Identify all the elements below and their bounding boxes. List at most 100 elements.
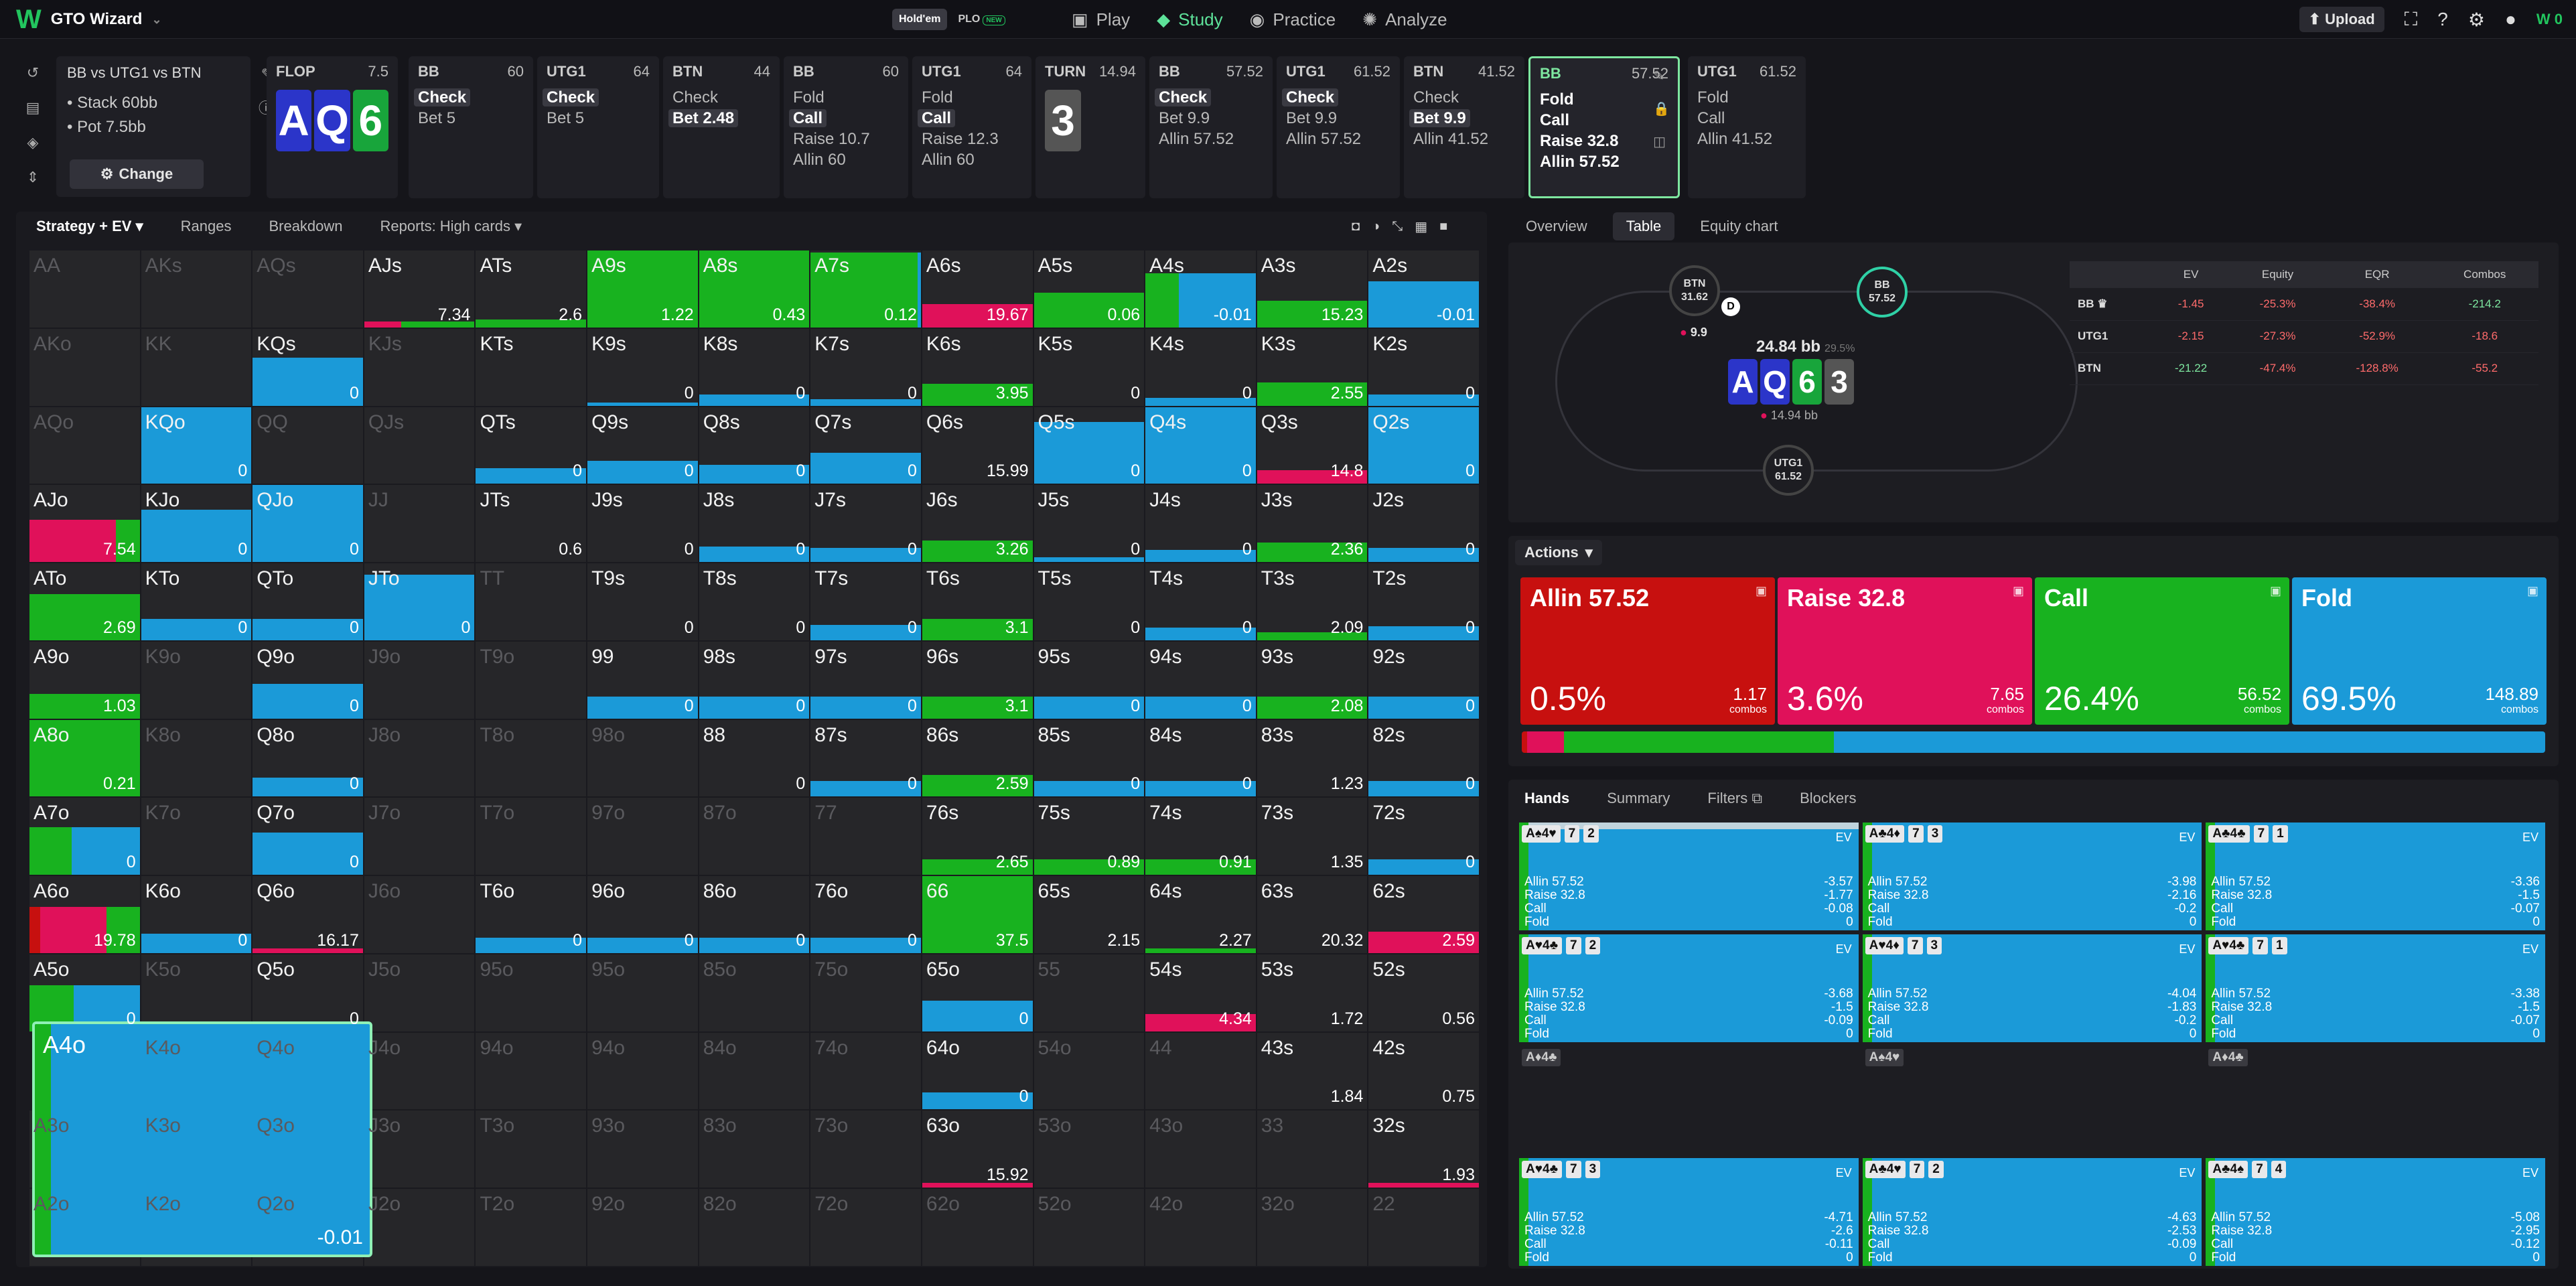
hand-cell[interactable]: 76s 2.65 (922, 798, 1033, 875)
hand-cell[interactable]: J3s 2.36 (1257, 485, 1368, 563)
step-action[interactable]: Call (918, 108, 1022, 129)
hand-cell[interactable]: A5s 0.06 (1033, 251, 1145, 328)
step-action[interactable]: Allin 57.52 (1540, 151, 1668, 172)
user-icon[interactable]: ● (2504, 9, 2516, 29)
hand-cell[interactable]: K9s 0 (587, 328, 698, 406)
hand-cell[interactable]: K4s 0 (1145, 328, 1256, 406)
step-bb-1[interactable]: BB 60 Check Bet 5 (409, 56, 533, 198)
hand-cell[interactable]: T3o (476, 1111, 587, 1188)
tab-equity-chart[interactable]: Equity chart (1700, 218, 1778, 234)
hand-cell[interactable]: A7s 0.12 (810, 251, 921, 328)
hand-cell[interactable]: T8s 0 (699, 563, 810, 640)
step-bb-10[interactable]: BB 57.52 Fold Call Raise 32.8 Allin 57.52 ✎ 🔒 ◫ (1528, 56, 1680, 198)
expand-icon[interactable]: ▣ (1755, 584, 1767, 597)
hand-cell[interactable]: KK (141, 328, 252, 406)
tab-table[interactable]: Table (1612, 212, 1675, 240)
gear-icon[interactable]: ⚙ (2467, 9, 2485, 30)
cube-icon[interactable]: ◘ (1352, 218, 1360, 234)
hand-cell[interactable]: 99 0 (587, 641, 698, 719)
hand-combo[interactable]: A♣4♥ 7 2 EV Allin 57.52 -4.63 Raise 32.8 -2.53 C… (1862, 1158, 2202, 1266)
hand-cell[interactable]: J2s 0 (1368, 485, 1479, 563)
hand-cell[interactable]: 73s 1.35 (1257, 798, 1368, 875)
hand-cell[interactable]: KJo 0 (141, 485, 252, 563)
hand-cell[interactable]: J5s 0 (1033, 485, 1145, 563)
coin-balance[interactable]: W 0 (2536, 11, 2563, 27)
hand-cell[interactable]: 75s 0.89 (1033, 798, 1145, 875)
hand-cell[interactable]: K6s 3.95 (922, 328, 1033, 406)
step-action[interactable]: Allin 41.52 (1413, 129, 1515, 149)
hand-cell[interactable]: 65o 0 (922, 954, 1033, 1031)
expand-icon[interactable]: ▣ (2269, 584, 2281, 597)
tab-summary[interactable]: Summary (1607, 790, 1670, 806)
step-btn-3[interactable]: BTN 44 Check Bet 2.48 (663, 56, 780, 198)
hand-cell[interactable]: J4o (364, 1032, 475, 1110)
hand-cell[interactable]: 96o 0 (587, 876, 698, 953)
hand-cell[interactable]: Q8s 0 (699, 407, 810, 484)
brand[interactable]: W GTO Wizard ⌄ (16, 5, 162, 34)
hand-cell[interactable]: 94o (476, 1032, 587, 1110)
hand-cell[interactable]: 52s 0.56 (1368, 954, 1479, 1031)
hand-cell[interactable]: KQs 0 (253, 328, 363, 406)
hand-combo[interactable]: A♣4♣ 7 1 EV Allin 57.52 -3.36 Raise 32.8 -1.5 Ca… (2206, 823, 2545, 930)
hand-cell[interactable]: 73o (810, 1111, 921, 1188)
tab-blockers[interactable]: Blockers (1800, 790, 1857, 806)
hand-cell[interactable]: T4s 0 (1145, 563, 1256, 640)
lock-icon[interactable]: 🔒 (1653, 102, 1670, 117)
expand-icon[interactable]: ▣ (2526, 584, 2538, 597)
hand-combo[interactable]: A♦4♣ (2206, 1046, 2545, 1154)
save-icon[interactable]: ▤ (25, 99, 40, 116)
hand-cell[interactable]: Q9s 0 (587, 407, 698, 484)
help-icon[interactable]: ? (2437, 9, 2448, 29)
hand-cell[interactable]: 95s 0 (1033, 641, 1145, 719)
hand-cell[interactable]: AQs (253, 251, 363, 328)
seat-utg1[interactable]: UTG1 61.52 (1763, 445, 1814, 496)
hand-cell[interactable]: J4s 0 (1145, 485, 1256, 563)
hand-cell[interactable]: A8s 0.43 (699, 251, 810, 328)
hand-combo[interactable]: A♣4♠ 7 4 EV Allin 57.52 -5.08 Raise 32.8 -2.95 C… (2206, 1158, 2545, 1266)
step-bb-7[interactable]: BB 57.52 Check Bet 9.9 Allin 57.52 (1149, 56, 1273, 198)
hand-cell[interactable]: 94o (587, 1032, 698, 1110)
hand-cell[interactable]: AQo (29, 407, 140, 484)
hand-cell[interactable]: 95o (587, 954, 698, 1031)
action-box-fold[interactable]: Fold 69.5% 148.89 combos ▣ (2292, 577, 2547, 725)
hand-cell[interactable]: Q7s 0 (810, 407, 921, 484)
hand-cell[interactable]: Q6s 15.99 (922, 407, 1033, 484)
step-action[interactable]: Check (1413, 87, 1515, 108)
step-action[interactable]: Fold (922, 87, 1022, 108)
hand-cell[interactable]: A6s 19.67 (922, 251, 1033, 328)
tab-breakdown[interactable]: Breakdown (269, 218, 343, 234)
hand-cell[interactable]: Q5s 0 (1033, 407, 1145, 484)
hand-cell[interactable]: JTs 0.6 (476, 485, 587, 563)
mode-holdem[interactable]: Hold'em (892, 9, 948, 30)
hand-cell[interactable]: A9s 1.22 (587, 251, 698, 328)
hand-cell[interactable]: K5o (141, 954, 252, 1031)
hand-cell[interactable]: Q5o 0 (253, 954, 363, 1031)
hand-cell[interactable]: 43o (1145, 1111, 1256, 1188)
step-utg1-8[interactable]: UTG1 61.52 Check Bet 9.9 Allin 57.52 (1277, 56, 1400, 198)
action-box-call[interactable]: Call 26.4% 56.52 combos ▣ (2035, 577, 2289, 725)
gamepad-icon[interactable]: ◈ (27, 134, 39, 151)
hand-cell[interactable]: J2o (364, 1189, 475, 1266)
hand-cell[interactable]: Q4s 0 (1145, 407, 1256, 484)
hand-cell[interactable]: 77 (810, 798, 921, 875)
hand-cell[interactable]: 82o (699, 1189, 810, 1266)
hand-cell[interactable]: QTs 0 (476, 407, 587, 484)
hand-cell[interactable]: 84s 0 (1145, 719, 1256, 797)
hand-cell[interactable]: 93o (587, 1111, 698, 1188)
mode-plo[interactable]: PLO NEW (951, 9, 1011, 30)
hand-cell[interactable]: 63o 15.92 (922, 1111, 1033, 1188)
tab-overview[interactable]: Overview (1526, 218, 1587, 234)
hand-cell[interactable]: 64o 0 (922, 1032, 1033, 1110)
hand-combo[interactable]: A♦4♣ (1519, 1046, 1859, 1154)
hand-cell[interactable]: T7s 0 (810, 563, 921, 640)
selected-hand-preview[interactable]: A4o -0.01 (32, 1021, 372, 1257)
step-action[interactable]: Check (672, 87, 770, 108)
step-action[interactable]: Check (414, 87, 524, 108)
tab-filters[interactable]: Filters ⧉ (1707, 790, 1762, 807)
hand-cell[interactable]: AJs 7.34 (364, 251, 475, 328)
hand-cell[interactable]: T9o (476, 641, 587, 719)
step-action[interactable]: Call (1540, 110, 1668, 131)
step-action[interactable]: Allin 57.52 (1286, 129, 1390, 149)
hand-cell[interactable]: 92o (587, 1189, 698, 1266)
hand-cell[interactable]: 94s 0 (1145, 641, 1256, 719)
